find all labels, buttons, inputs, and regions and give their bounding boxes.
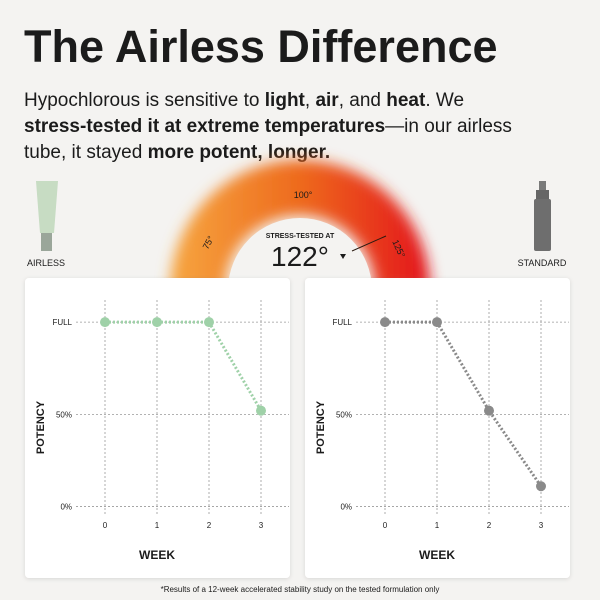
x-tick-label: 2 [207,521,212,530]
heat-gauge [170,160,430,290]
y-axis-label: POTENCY [315,400,327,454]
body-segment: heat [386,90,426,111]
gauge-reading: 122° [271,241,329,272]
data-point [484,405,494,416]
body-segment: , and [339,90,387,111]
title: The Airless Difference [24,21,498,72]
y-tick-label: FULL [332,318,352,327]
x-axis-label: WEEK [139,548,175,562]
footnote: *Results of a 12-week accelerated stabil… [161,585,440,594]
chart-card [305,278,570,578]
y-tick-label: 0% [60,503,72,512]
body-segment: , [305,90,316,111]
x-tick-label: 0 [103,521,108,530]
body-segment: air [315,90,339,111]
y-axis-label: POTENCY [35,400,47,454]
gauge-needle [351,235,387,252]
data-point [204,317,214,328]
body-line: stress-tested it at extreme temperatures… [24,116,512,137]
y-tick-label: 0% [340,503,352,512]
y-tick-label: 50% [56,410,72,419]
data-point [432,317,442,328]
y-tick-label: FULL [52,318,72,327]
data-point [536,481,546,492]
body-segment: —in our airless [385,116,512,137]
body-segment: light [265,90,306,111]
x-tick-label: 3 [259,521,264,530]
standard-spray [534,181,551,251]
y-tick-label: 50% [336,410,352,419]
data-point [100,317,110,328]
x-tick-label: 3 [539,521,544,530]
data-point [380,317,390,328]
data-line [385,320,543,488]
body-text: Hypochlorous is sensitive to light, air,… [24,90,512,163]
x-tick-label: 2 [487,521,492,530]
airless-tube [36,181,58,251]
x-axis-label: WEEK [419,548,455,562]
body-segment: tube, it stayed [24,142,148,163]
chart-card [25,278,290,578]
body-segment: more potent, longer. [148,142,331,163]
product-label: AIRLESS [27,258,65,268]
data-point [256,405,266,416]
body-segment: . We [425,90,464,111]
body-segment: stress-tested it at extreme temperatures [24,116,385,137]
body-line: tube, it stayed more potent, longer. [24,142,330,163]
body-segment: Hypochlorous is sensitive to [24,90,265,111]
data-line [105,320,263,412]
x-tick-label: 1 [155,521,160,530]
x-tick-label: 0 [383,521,388,530]
gauge-caption: STRESS-TESTED AT [266,233,335,240]
data-point [152,317,162,328]
x-tick-label: 1 [435,521,440,530]
gauge-mark: 100° [294,190,313,200]
body-line: Hypochlorous is sensitive to light, air,… [24,90,464,111]
gauge-pointer [340,254,346,259]
product-label: STANDARD [518,258,567,268]
